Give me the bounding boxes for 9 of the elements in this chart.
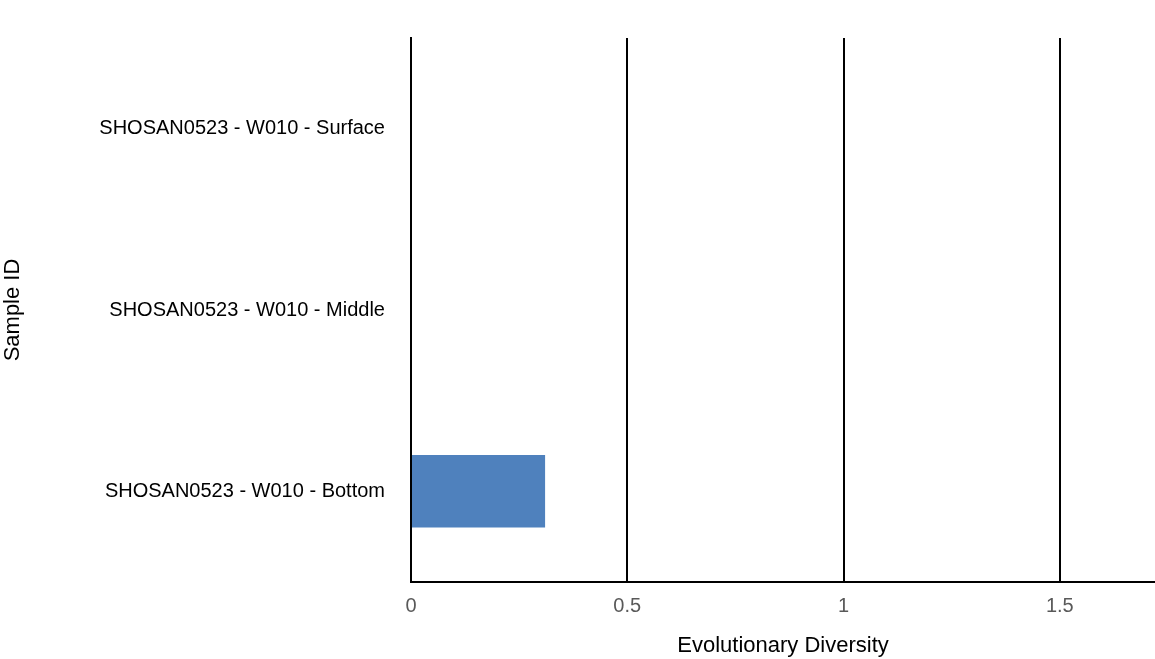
y-tick-label: SHOSAN0523 - W010 - Bottom [104, 478, 385, 501]
x-tick-label: 1.5 [1045, 593, 1074, 616]
y-axis-title: Sample ID [0, 258, 25, 362]
x-axis-title: Evolutionary Diversity [677, 631, 889, 657]
x-tick-label: 0 [405, 593, 417, 616]
y-tick-label: SHOSAN0523 - W010 - Middle [109, 297, 385, 320]
x-tick-label: 0.5 [613, 593, 642, 616]
y-tick-label: SHOSAN0523 - W010 - Surface [99, 116, 385, 139]
x-tick-label: 1 [838, 593, 850, 616]
